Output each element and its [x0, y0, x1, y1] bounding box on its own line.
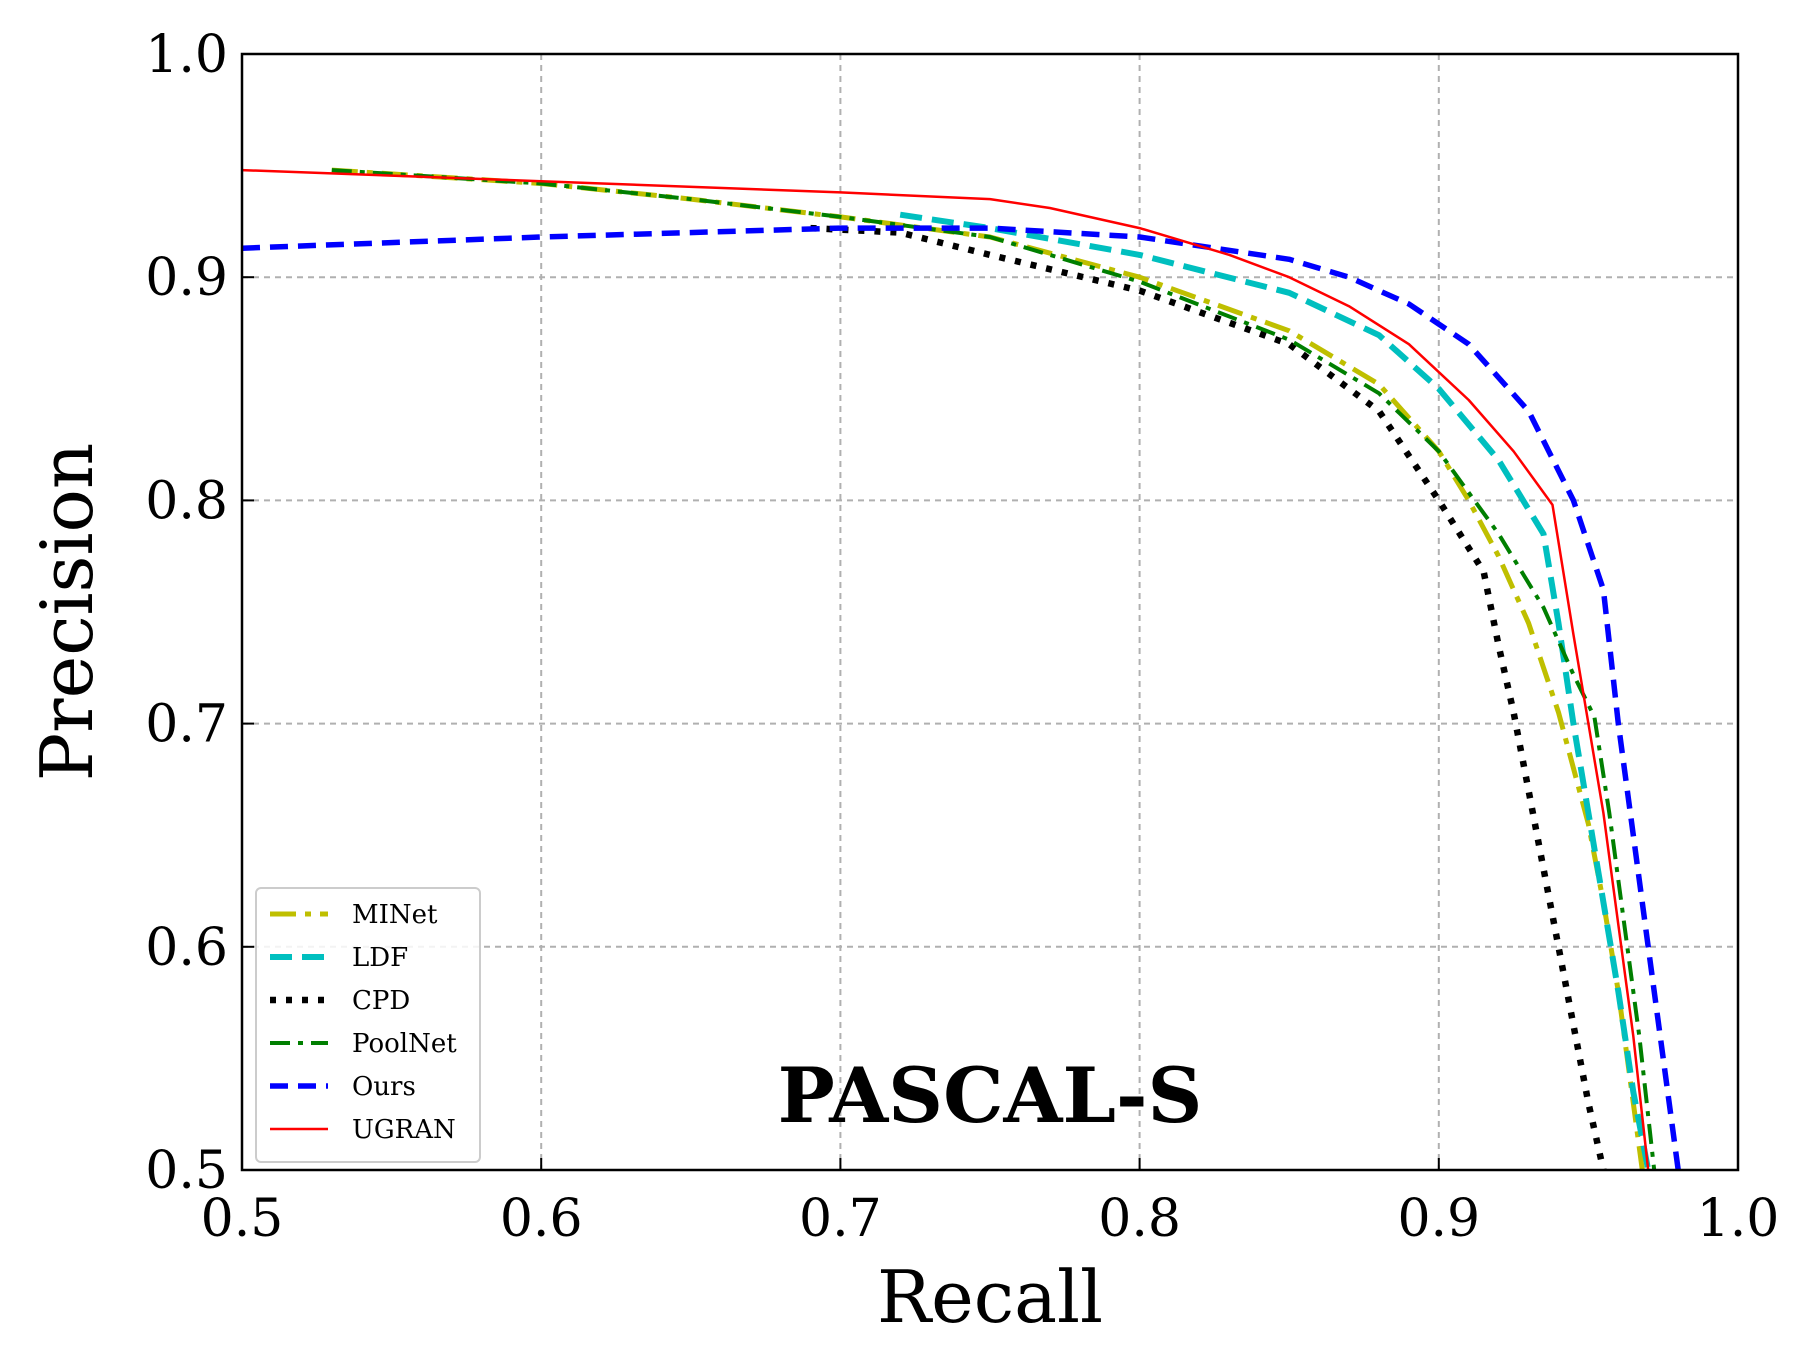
y-tick-label: 0.9	[145, 248, 228, 308]
series-line-minet	[331, 167, 1645, 1171]
series-line-poolnet	[331, 168, 1657, 1171]
legend-label-minet: MINet	[352, 900, 438, 930]
legend-label-ldf: LDF	[352, 943, 408, 973]
series-line-ugran	[241, 168, 1650, 1171]
x-tick-label: 1.0	[1697, 1189, 1780, 1249]
dataset-annotation: PASCAL-S	[778, 1051, 1203, 1140]
y-tick-label: 1.0	[145, 25, 228, 85]
x-tick-label: 0.6	[500, 1189, 583, 1249]
y-tick-label: 0.5	[145, 1141, 228, 1201]
grid-lines	[242, 54, 1738, 1170]
legend-label-poolnet: PoolNet	[352, 1029, 457, 1059]
x-axis-label: Recall	[877, 1255, 1103, 1339]
x-tick-label: 0.8	[1098, 1189, 1181, 1249]
y-axis-label: Precision	[25, 443, 109, 782]
series-line-ours	[241, 225, 1681, 1171]
plot-frame	[240, 52, 1740, 1172]
y-tick-label: 0.6	[145, 918, 228, 978]
series-line-cpd	[810, 224, 1607, 1171]
series-lines	[241, 167, 1681, 1171]
x-tick-label: 0.9	[1397, 1189, 1480, 1249]
legend-label-ugran: UGRAN	[352, 1115, 456, 1145]
legend-label-cpd: CPD	[352, 986, 410, 1016]
x-tick-label: 0.5	[201, 1189, 284, 1249]
legend-label-ours: Ours	[352, 1072, 416, 1102]
y-tick-label: 0.8	[145, 471, 228, 531]
series-line-ldf	[899, 211, 1652, 1171]
legend: MINet LDF CPD PoolNet Ours UGRAN	[255, 887, 481, 1163]
x-tick-label: 0.7	[799, 1189, 882, 1249]
axis-ticks: 0.5 0.6 0.7 0.8 0.9 1.0 0.5 0.6 0.7 0.8 0.9 1.0	[145, 25, 1779, 1249]
y-tick-label: 0.7	[145, 695, 228, 755]
